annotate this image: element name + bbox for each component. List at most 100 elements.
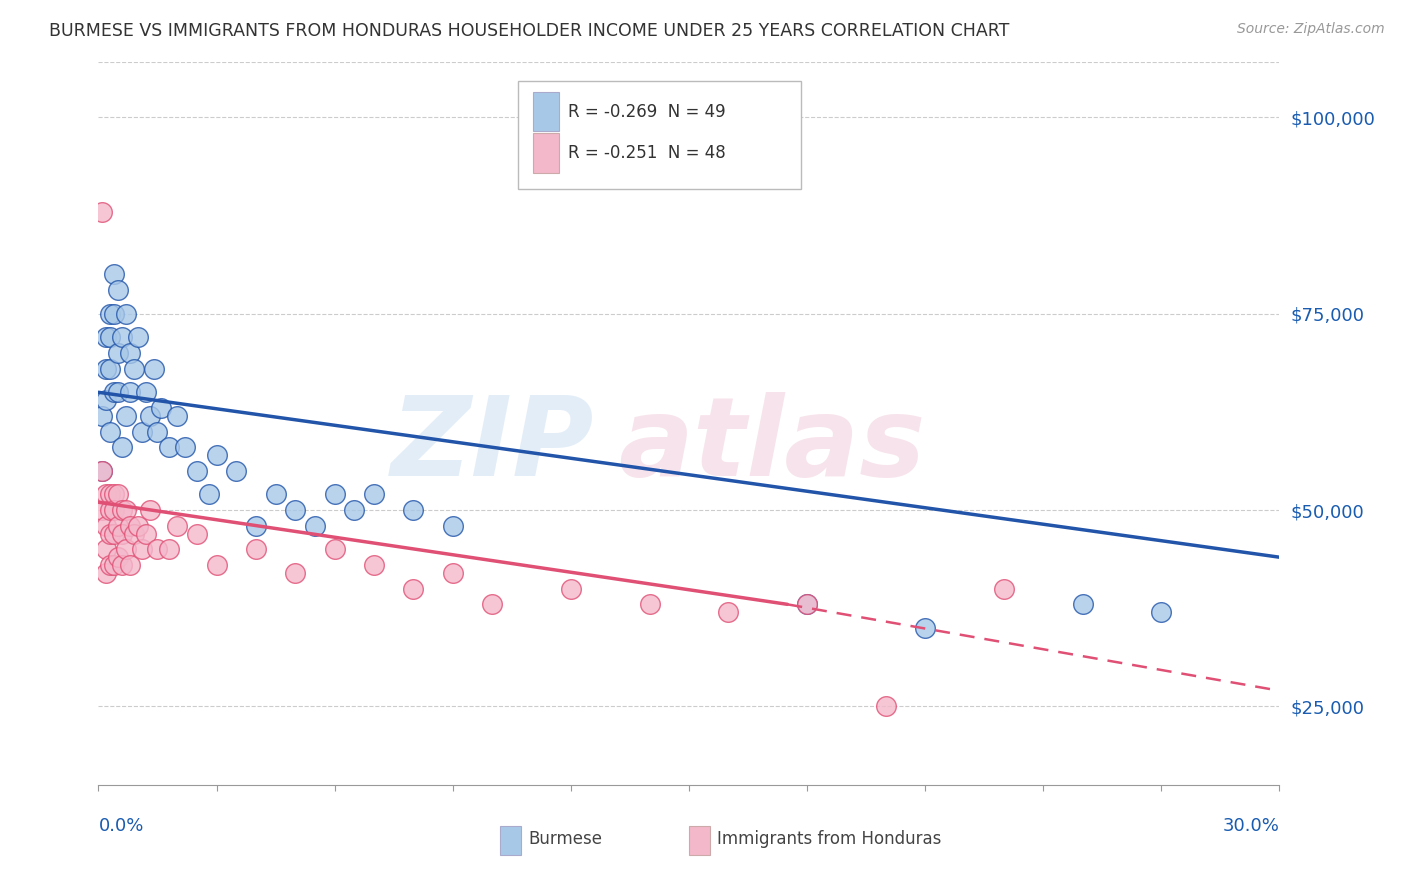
Point [103,307,125,321]
Text: Burmese: Burmese [529,830,602,848]
Point [205,558,228,572]
Point [157,440,180,454]
Point [103,503,125,517]
Point [103,558,125,572]
Point [107,487,129,501]
Point [150,401,173,415]
Point [142,361,165,376]
Point [441,518,464,533]
Point [197,487,219,501]
Point [91,464,114,478]
Text: 0.0%: 0.0% [98,817,143,836]
Point [118,518,141,533]
Point [111,440,134,454]
Point [103,487,125,501]
Point [103,268,125,282]
Point [245,542,267,557]
Point [98,307,121,321]
Point [363,558,385,572]
Point [146,542,169,557]
Point [115,503,138,517]
Point [304,518,326,533]
Point [96,361,118,376]
Point [91,464,114,478]
Point [441,566,464,580]
Point [96,487,118,501]
Point [186,464,208,478]
Point [205,448,228,462]
Point [264,487,287,501]
Text: R = -0.251  N = 48: R = -0.251 N = 48 [568,144,727,161]
Point [118,385,141,400]
Point [127,330,149,344]
Point [343,503,366,517]
Point [96,393,118,408]
Point [323,487,346,501]
FancyBboxPatch shape [689,826,710,855]
Point [115,409,138,423]
Text: atlas: atlas [619,392,925,499]
Point [98,330,121,344]
Point [402,582,425,596]
Point [118,558,141,572]
Point [98,487,121,501]
Point [186,526,208,541]
Point [245,518,267,533]
Point [107,385,129,400]
Point [107,550,129,565]
Point [122,526,145,541]
Point [363,487,385,501]
Point [166,518,188,533]
Point [107,283,129,297]
Point [103,526,125,541]
FancyBboxPatch shape [517,80,801,189]
Text: ZIP: ZIP [391,392,595,499]
Point [96,330,118,344]
Point [157,542,180,557]
Point [118,346,141,360]
Point [98,558,121,572]
Point [323,542,346,557]
Point [560,582,582,596]
FancyBboxPatch shape [501,826,522,855]
Point [402,503,425,517]
Text: Source: ZipAtlas.com: Source: ZipAtlas.com [1237,22,1385,37]
Point [1071,598,1094,612]
Point [122,361,145,376]
Point [98,526,121,541]
Text: BURMESE VS IMMIGRANTS FROM HONDURAS HOUSEHOLDER INCOME UNDER 25 YEARS CORRELATIO: BURMESE VS IMMIGRANTS FROM HONDURAS HOUS… [49,22,1010,40]
Point [131,425,153,439]
Point [111,330,134,344]
Point [135,526,157,541]
Text: R = -0.269  N = 49: R = -0.269 N = 49 [568,103,725,120]
Point [103,385,125,400]
FancyBboxPatch shape [533,92,560,131]
Text: Immigrants from Honduras: Immigrants from Honduras [717,830,942,848]
Point [914,621,936,635]
Point [111,558,134,572]
Point [91,409,114,423]
Point [96,566,118,580]
Point [98,361,121,376]
Point [284,503,307,517]
Point [107,346,129,360]
Point [131,542,153,557]
Point [127,518,149,533]
Y-axis label: Householder Income Under 25 years: Householder Income Under 25 years [0,271,8,576]
Point [91,204,114,219]
Point [481,598,503,612]
Point [115,542,138,557]
Point [91,503,114,517]
Point [115,307,138,321]
Point [135,385,157,400]
Text: 30.0%: 30.0% [1223,817,1279,836]
Point [138,409,160,423]
Point [1150,605,1173,619]
Point [96,518,118,533]
Point [166,409,188,423]
Point [717,605,740,619]
Point [98,425,121,439]
Point [993,582,1015,596]
Point [875,699,897,714]
Point [111,503,134,517]
